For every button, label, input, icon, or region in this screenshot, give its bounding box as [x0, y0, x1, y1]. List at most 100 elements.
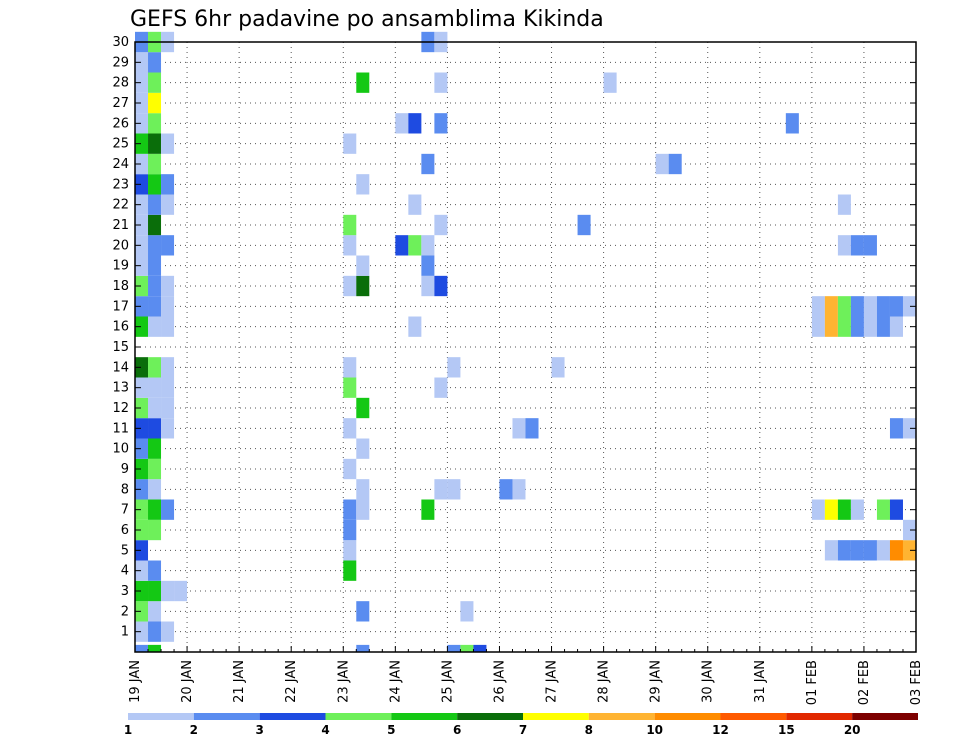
heatmap-cell	[148, 458, 162, 480]
y-tick-label: 17	[112, 299, 129, 314]
y-tick-label: 13	[112, 381, 129, 396]
heatmap-cell	[876, 296, 890, 317]
heatmap-cell	[135, 296, 149, 317]
heatmap-cell	[421, 153, 435, 175]
heatmap-cell	[525, 418, 539, 439]
heatmap-cell	[356, 397, 370, 419]
chart-title: GEFS 6hr padavine po ansamblima Kikinda	[130, 7, 604, 32]
heatmap-cell	[460, 644, 474, 652]
heatmap-cell	[876, 316, 890, 337]
y-tick-label: 20	[112, 238, 129, 253]
colorbar-swatch	[588, 713, 655, 720]
heatmap-cell	[135, 255, 149, 276]
heatmap-cell	[135, 479, 149, 500]
y-tick-label: 9	[121, 462, 129, 477]
heatmap-cell	[863, 235, 877, 256]
y-tick-label: 12	[112, 401, 129, 416]
x-tick-label: 29 JAN	[649, 660, 664, 703]
y-tick-label: 25	[112, 137, 129, 152]
y-tick-label: 19	[112, 259, 129, 274]
colorbar-label: 2	[190, 723, 198, 737]
heatmap-cell	[434, 72, 448, 93]
x-tick-label: 02 FEB	[857, 660, 872, 705]
y-tick-label: 3	[121, 584, 129, 599]
heatmap-cell	[408, 316, 422, 337]
colorbar-swatch	[786, 713, 853, 720]
heatmap-cell	[343, 540, 357, 561]
colorbar-label: 10	[646, 723, 663, 737]
heatmap-cells	[135, 31, 916, 652]
heatmap-cell	[850, 499, 864, 520]
heatmap-cell	[161, 296, 175, 317]
colorbar-swatch	[654, 713, 721, 720]
y-axis-ticks: 1234567891011121314151617181920212223242…	[112, 35, 916, 640]
x-tick-label: 26 JAN	[492, 660, 507, 703]
heatmap-cell	[135, 92, 149, 114]
x-tick-label: 27 JAN	[545, 660, 560, 703]
heatmap-cell	[811, 316, 825, 337]
heatmap-cell	[148, 133, 162, 154]
heatmap-cell	[148, 644, 162, 652]
heatmap-cell	[824, 296, 838, 317]
heatmap-cell	[512, 479, 526, 500]
heatmap-cell	[148, 316, 162, 337]
heatmap-cell	[837, 194, 851, 215]
heatmap-cell	[343, 357, 357, 378]
y-tick-label: 24	[112, 157, 129, 172]
heatmap-cell	[135, 540, 149, 561]
y-tick-label: 8	[121, 482, 129, 497]
heatmap-cell	[356, 275, 370, 297]
heatmap-cell	[161, 418, 175, 439]
heatmap-cell	[577, 214, 591, 236]
heatmap-cell	[135, 560, 149, 581]
heatmap-cell	[148, 438, 162, 459]
heatmap-cell	[837, 296, 851, 317]
heatmap-cell	[447, 357, 461, 378]
heatmap-cell	[356, 601, 370, 622]
heatmap-cell	[824, 316, 838, 337]
heatmap-cell	[343, 235, 357, 256]
heatmap-cell	[148, 499, 162, 520]
x-tick-label: 21 JAN	[232, 660, 247, 703]
heatmap-cell	[902, 540, 916, 561]
heatmap-cell	[135, 601, 149, 622]
heatmap-cell	[889, 296, 903, 317]
colorbar-label: 12	[712, 723, 729, 737]
x-tick-label: 31 JAN	[753, 660, 768, 703]
heatmap-cell	[811, 499, 825, 520]
heatmap-cell	[135, 377, 149, 398]
heatmap-cell	[876, 540, 890, 561]
colorbar-swatch	[523, 713, 589, 720]
colorbar-swatch	[457, 713, 523, 720]
heatmap-cell	[343, 458, 357, 480]
colorbar-swatch	[193, 713, 260, 720]
heatmap-cell	[343, 418, 357, 439]
heatmap-cell	[148, 255, 162, 276]
heatmap-cell	[876, 499, 890, 520]
heatmap-cell	[148, 153, 162, 175]
heatmap-cell	[148, 296, 162, 317]
y-tick-label: 18	[112, 279, 129, 294]
heatmap-cell	[135, 357, 149, 378]
heatmap-cell	[395, 235, 409, 256]
heatmap-cell	[148, 601, 162, 622]
heatmap-cell	[356, 479, 370, 500]
y-tick-label: 23	[112, 177, 129, 192]
y-tick-label: 6	[121, 523, 129, 538]
y-tick-label: 16	[112, 320, 129, 335]
heatmap-cell	[408, 235, 422, 256]
heatmap-cell	[135, 499, 149, 520]
heatmap-cell	[447, 644, 461, 652]
heatmap-cell	[135, 418, 149, 439]
heatmap-cell	[889, 418, 903, 439]
heatmap-cell	[135, 621, 149, 642]
heatmap-cell	[148, 357, 162, 378]
heatmap-cell	[135, 397, 149, 419]
heatmap-cell	[135, 644, 149, 652]
heatmap-cell	[460, 601, 474, 622]
colorbar-swatch	[128, 713, 194, 720]
heatmap-cell	[135, 458, 149, 480]
heatmap-cell	[824, 540, 838, 561]
heatmap-cell	[135, 52, 149, 73]
heatmap-cell	[135, 214, 149, 236]
